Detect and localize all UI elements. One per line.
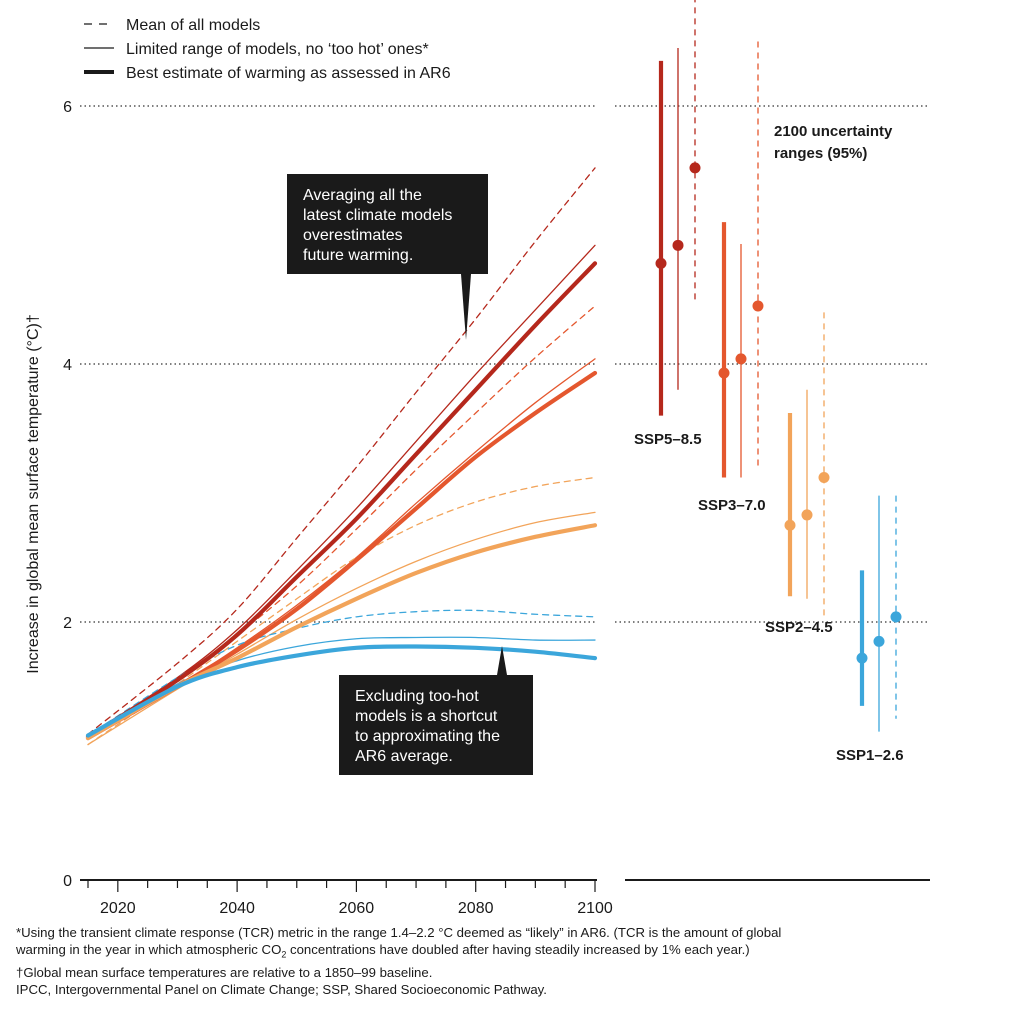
annotation-bottom-line: AR6 average.	[355, 748, 453, 765]
annotation-top-line: overestimates	[303, 227, 403, 244]
footnote-tcr-cont: warming in the year in which atmospheric…	[16, 941, 1001, 964]
uncertainty-ranges: SSP5–8.5 SSP3–7.0 SSP2–4.5 SSP1–2.6	[634, 0, 904, 764]
annotation-top-pointer	[461, 274, 471, 340]
footnote-tcr-cont-b: concentrations have doubled after having…	[286, 942, 750, 957]
x-tick-label: 2100	[577, 900, 613, 917]
series-line-ssp126-limited	[87, 636, 596, 737]
range-point-ssp245-limited	[801, 509, 813, 521]
range-point-ssp585-best	[655, 257, 667, 269]
series-line-ssp585-mean	[87, 167, 596, 735]
annotation-bottom-line: models is a shortcut	[355, 708, 498, 725]
annotation-top-line: Averaging all the	[303, 187, 422, 204]
y-tick-label: 6	[63, 99, 72, 116]
annotation-bottom: Excluding too-hot models is a shortcut t…	[339, 646, 533, 775]
annotation-top: Averaging all the latest climate models …	[287, 174, 488, 340]
scenario-label: SSP3–7.0	[698, 497, 766, 514]
footnote-tcr-cont-a: warming in the year in which atmospheric…	[16, 942, 282, 957]
uncertainty-title: 2100 uncertainty	[774, 123, 893, 140]
y-tick-label: 2	[63, 615, 72, 632]
footnote-tcr: *Using the transient climate response (T…	[16, 925, 782, 940]
range-point-ssp370-mean	[752, 300, 764, 312]
y-axis-label: Increase in global mean surface temperat…	[25, 314, 42, 673]
footnote-baseline: †Global mean surface temperatures are re…	[16, 964, 433, 980]
projection-series	[85, 167, 598, 746]
legend: Mean of all models Limited range of mode…	[84, 17, 451, 82]
y-tick-label: 4	[63, 357, 72, 374]
legend-mean-label: Mean of all models	[126, 17, 260, 34]
range-point-ssp126-limited	[873, 635, 885, 647]
x-tick-label: 2020	[100, 900, 136, 917]
series-line-ssp370-mean	[87, 305, 596, 741]
uncertainty-title: ranges (95%)	[774, 145, 867, 162]
x-tick-label: 2060	[339, 900, 375, 917]
range-point-ssp585-mean	[689, 162, 701, 174]
series-line-ssp245-mean	[87, 476, 596, 746]
annotation-bottom-pointer	[497, 646, 507, 675]
x-axis: 2020 2040 2060 2080 2100	[80, 879, 613, 917]
legend-best-label: Best estimate of warming as assessed in …	[126, 65, 451, 82]
range-point-ssp370-best	[718, 367, 730, 379]
warming-projection-figure: Mean of all models Limited range of mode…	[25, 0, 930, 917]
left-gridlines	[80, 105, 597, 623]
scenario-label: SSP2–4.5	[765, 619, 833, 636]
x-tick-label: 2040	[219, 900, 255, 917]
footnote-abbreviations: IPCC, Intergovernmental Panel on Climate…	[16, 981, 547, 997]
series-line-ssp126-mean	[87, 609, 596, 737]
footnotes: *Using the transient climate response (T…	[16, 924, 1001, 998]
range-point-ssp245-mean	[818, 472, 830, 484]
footnote-co2-subscript: 2	[281, 949, 287, 960]
series-line-ssp585-best	[85, 261, 598, 739]
range-point-ssp245-best	[784, 519, 796, 531]
x-tick-label: 2080	[458, 900, 494, 917]
range-point-ssp370-limited	[735, 353, 747, 365]
range-point-ssp126-best	[856, 652, 868, 664]
scenario-label: SSP1–2.6	[836, 747, 904, 764]
right-gridlines	[615, 105, 930, 623]
range-point-ssp126-mean	[890, 611, 902, 623]
annotation-top-line: future warming.	[303, 247, 413, 264]
legend-limited-label: Limited range of models, no ‘too hot’ on…	[126, 41, 429, 58]
annotation-top-box	[287, 174, 488, 274]
annotation-top-line: latest climate models	[303, 207, 452, 224]
scenario-label: SSP5–8.5	[634, 431, 702, 448]
series-line-ssp585-limited	[87, 244, 596, 737]
annotation-bottom-line: to approximating the	[355, 728, 500, 745]
y-tick-label: 0	[63, 873, 72, 890]
range-point-ssp585-limited	[672, 239, 684, 251]
annotation-bottom-box	[339, 675, 533, 775]
annotation-bottom-line: Excluding too-hot	[355, 688, 479, 705]
series-line-ssp126-best	[85, 644, 598, 738]
y-tick-labels: 0 2 4 6	[63, 99, 72, 890]
